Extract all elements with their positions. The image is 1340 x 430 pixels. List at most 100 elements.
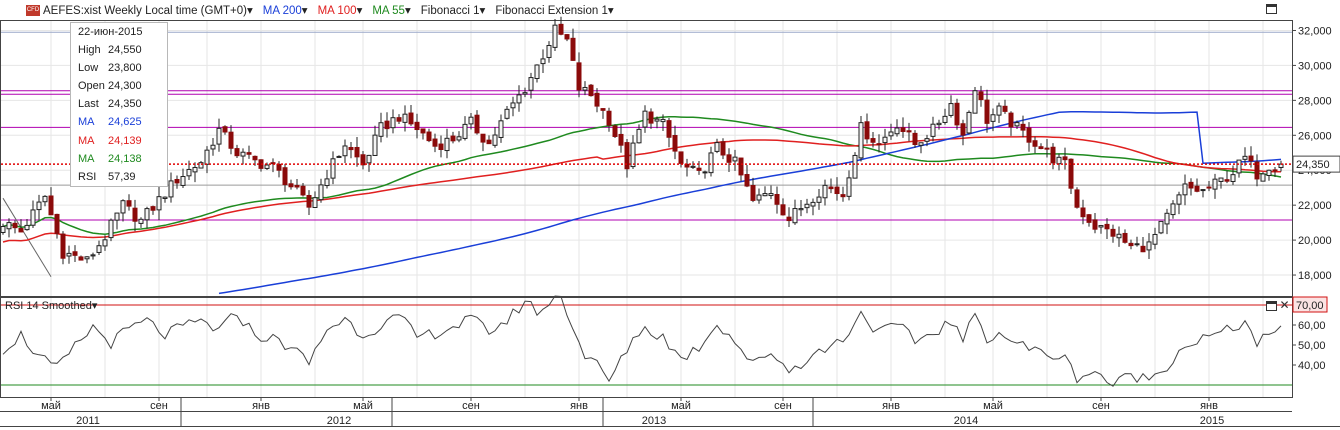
candle [606, 107, 612, 132]
rsi-tick-label: 40,00 [1298, 360, 1326, 372]
indicator-3[interactable]: Fibonacci 1▾ [421, 5, 486, 17]
candle [570, 28, 576, 61]
candle-body [1194, 185, 1200, 192]
candle [738, 157, 744, 182]
candle [174, 175, 180, 189]
candle [1188, 178, 1194, 196]
candle-body [372, 134, 378, 156]
infobox-value: 24,550 [108, 44, 142, 57]
candle-body [630, 142, 636, 168]
candle-body [804, 203, 810, 209]
chevron-down-icon: ▾ [404, 5, 411, 17]
candle [462, 116, 468, 141]
candle [576, 52, 582, 98]
candle-body [570, 37, 576, 61]
candle [84, 256, 90, 264]
maximize-icon[interactable] [1266, 301, 1277, 311]
candle [294, 179, 300, 190]
candle-body [900, 127, 906, 132]
month-label: янв [882, 400, 900, 412]
candle [822, 179, 828, 206]
candle [900, 117, 906, 138]
indicator-2[interactable]: MA 55▾ [372, 5, 410, 17]
candle [750, 177, 756, 203]
candle [1092, 213, 1098, 234]
candle [624, 139, 630, 178]
candle [1164, 208, 1170, 235]
candle [762, 186, 768, 197]
candle-body [1206, 186, 1212, 189]
candle-body [78, 256, 84, 261]
indicator-4[interactable]: Fibonacci Extension 1▾ [495, 5, 613, 17]
candle [228, 125, 234, 155]
candle-body [858, 122, 864, 159]
candle-body [12, 222, 18, 229]
candle [402, 105, 408, 132]
indicator-1[interactable]: MA 100▾ [318, 5, 363, 17]
candle [102, 235, 108, 251]
candle [324, 169, 330, 189]
candle-body [234, 148, 240, 157]
infobox-row: RSI 57,39 [71, 168, 167, 186]
candle [480, 133, 486, 152]
symbol-label[interactable]: AEFES:xist Weekly Local time (GMT+0)▾ [43, 3, 253, 17]
candle [870, 131, 876, 148]
candle [300, 183, 306, 197]
maximize-icon[interactable] [1266, 4, 1277, 14]
candle [1080, 199, 1086, 225]
chevron-down-icon: ▾ [91, 300, 98, 312]
candle [810, 198, 816, 216]
candle [1194, 178, 1200, 193]
candle-body [918, 142, 924, 146]
candle-body [342, 145, 348, 157]
rsi-overbought-tag [1292, 296, 1328, 313]
candle-body [1164, 212, 1170, 225]
candle [744, 164, 750, 188]
candle-body [1182, 183, 1188, 196]
candle-body [924, 138, 930, 142]
candle-body [1098, 225, 1104, 228]
candle-body [708, 152, 714, 174]
year-label: 2011 [76, 415, 100, 427]
candle [516, 85, 522, 112]
candle [1182, 174, 1188, 206]
infobox-row: MA 24,625 [71, 113, 167, 131]
close-icon[interactable]: ✕ [1279, 298, 1290, 312]
candle-body [768, 193, 774, 197]
chevron-down-icon: ▾ [247, 5, 253, 17]
candle [882, 128, 888, 151]
candle [510, 96, 516, 117]
candle-body [588, 84, 594, 97]
candle-body [876, 143, 882, 146]
candle-body [702, 171, 708, 174]
candle-body [1152, 233, 1158, 245]
candle [126, 194, 132, 211]
candlestick-series [0, 16, 1284, 265]
candle-body [780, 204, 786, 216]
candle-body [960, 123, 966, 136]
candle-body [798, 208, 804, 211]
candle-body [1230, 174, 1236, 183]
month-label: янв [570, 400, 588, 412]
infobox-row: MA 24,138 [71, 150, 167, 168]
candle [1062, 147, 1068, 170]
candle-body [948, 103, 954, 116]
candle-body [174, 179, 180, 184]
candle [960, 119, 966, 146]
candle [1128, 239, 1134, 250]
candle-body [252, 155, 258, 161]
candle [996, 102, 1002, 124]
price-tick-label: 20,000 [1298, 235, 1332, 247]
candle-body [792, 208, 798, 224]
candle-body [1236, 159, 1242, 174]
candle [768, 185, 774, 200]
infobox-row: Last 24,350 [71, 95, 167, 113]
candle [450, 131, 456, 144]
candle [1224, 170, 1230, 184]
rsi-title[interactable]: RSI 14 Smoothed▾ [5, 299, 97, 312]
indicator-0[interactable]: MA 200▾ [263, 5, 308, 17]
candle [1014, 120, 1020, 130]
candle-body [786, 216, 792, 222]
candle [1242, 147, 1248, 166]
